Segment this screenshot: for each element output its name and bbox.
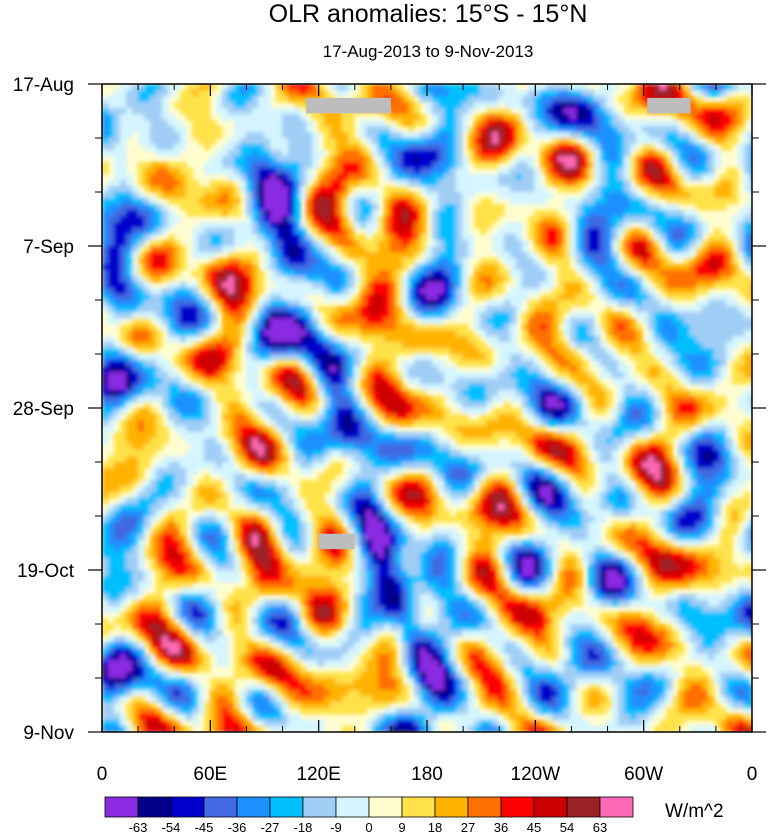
colorbar-label: 45 xyxy=(527,820,541,834)
colorbar-label: -45 xyxy=(195,820,214,834)
x-tick-label: 0 xyxy=(97,764,108,785)
missing-data-patch xyxy=(647,97,691,114)
colorbar-label: 27 xyxy=(461,820,475,834)
colorbar-swatch xyxy=(599,796,634,818)
colorbar: -63 -54 -45 -36 -27 -18 -9 0 9 18 27 36 45 54 63 xyxy=(104,796,634,834)
colorbar-label: -18 xyxy=(294,820,313,834)
colorbar-label: 54 xyxy=(560,820,574,834)
chart-title: OLR anomalies: 15°S - 15°N xyxy=(269,0,588,28)
colorbar-swatch xyxy=(137,796,172,818)
x-tick-label: 120E xyxy=(296,764,340,785)
colorbar-swatch xyxy=(335,796,370,818)
x-tick-label: 180 xyxy=(411,764,443,785)
colorbar-label: 36 xyxy=(494,820,508,834)
x-tick-label: 60E xyxy=(193,764,227,785)
plot-area xyxy=(102,84,752,732)
colorbar-label: 18 xyxy=(428,820,442,834)
anomaly-field xyxy=(102,84,752,732)
colorbar-swatch xyxy=(203,796,238,818)
colorbar-label: -27 xyxy=(261,820,280,834)
missing-data-patch xyxy=(318,533,355,550)
colorbar-label: -63 xyxy=(129,820,148,834)
colorbar-label: 9 xyxy=(398,820,405,834)
colorbar-swatch xyxy=(500,796,535,818)
y-axis: 17-Aug 7-Sep 28-Sep 19-Oct 9-Nov xyxy=(13,75,766,744)
x-axis: 0 60E 120E 180 120W 60W 0 xyxy=(97,84,758,785)
y-tick-label: 9-Nov xyxy=(23,723,74,744)
missing-data-patch xyxy=(306,97,391,114)
colorbar-units: W/m^2 xyxy=(665,801,724,822)
x-tick-label: 0 xyxy=(747,764,758,785)
chart-subtitle: 17-Aug-2013 to 9-Nov-2013 xyxy=(323,42,534,61)
colorbar-swatch xyxy=(170,796,205,818)
colorbar-label: 0 xyxy=(365,820,372,834)
colorbar-label: -36 xyxy=(228,820,247,834)
colorbar-swatch xyxy=(269,796,304,818)
y-tick-label: 7-Sep xyxy=(23,237,74,258)
x-tick-label: 120W xyxy=(511,764,561,785)
colorbar-label: -54 xyxy=(162,820,181,834)
colorbar-swatch xyxy=(236,796,271,818)
colorbar-swatch xyxy=(368,796,403,818)
colorbar-swatch xyxy=(566,796,601,818)
y-tick-label: 19-Oct xyxy=(17,561,75,582)
y-tick-label: 17-Aug xyxy=(13,75,74,96)
colorbar-swatch xyxy=(302,796,337,818)
colorbar-swatch xyxy=(467,796,502,818)
x-tick-label: 60W xyxy=(624,764,663,785)
colorbar-swatch xyxy=(401,796,436,818)
colorbar-swatch xyxy=(104,796,139,818)
colorbar-label: 63 xyxy=(593,820,607,834)
missing-data-patches xyxy=(306,97,691,550)
colorbar-swatch xyxy=(434,796,469,818)
colorbar-label: -9 xyxy=(330,820,342,834)
colorbar-swatch xyxy=(533,796,568,818)
y-tick-label: 28-Sep xyxy=(13,399,74,420)
